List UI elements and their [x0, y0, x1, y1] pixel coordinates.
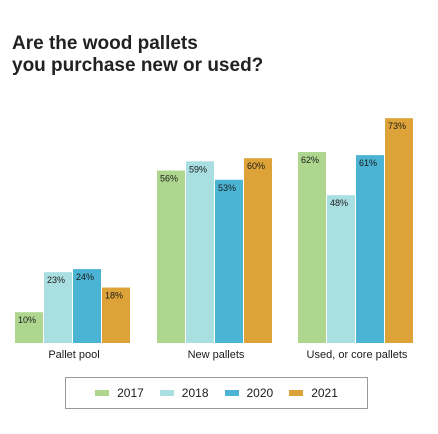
- category-label-pallet-pool: Pallet pool: [48, 349, 99, 361]
- bar-new-pallets-2017: [157, 170, 185, 343]
- legend-label-2020: 2020: [246, 386, 274, 400]
- category-label-new-pallets: New pallets: [188, 349, 245, 361]
- bar-value-label-used-or-core-pallets-2021: 73%: [388, 121, 406, 131]
- chart-legend: 2017 2018 2020 2021: [65, 377, 368, 409]
- category-label-used-or-core-pallets: Used, or core pallets: [307, 349, 408, 361]
- bar-used-or-core-pallets-2020: [356, 155, 384, 343]
- legend-swatch-2017: [95, 390, 110, 396]
- chart-title: Are the wood pallets you purchase new or…: [12, 33, 412, 77]
- chart-title-line-1: Are the wood pallets: [12, 33, 198, 54]
- bar-pallet-pool-2018: [44, 272, 72, 343]
- bar-value-label-new-pallets-2020: 53%: [218, 183, 236, 193]
- legend-swatch-2020: [224, 390, 239, 396]
- bar-value-label-used-or-core-pallets-2018: 48%: [330, 198, 348, 208]
- bar-value-label-pallet-pool-2021: 18%: [105, 291, 123, 301]
- bar-value-label-used-or-core-pallets-2020: 61%: [359, 158, 377, 168]
- legend-item-2020: 2020: [224, 386, 274, 400]
- bar-new-pallets-2020: [215, 179, 243, 343]
- bar-pallet-pool-2020: [73, 269, 101, 343]
- bar-value-label-pallet-pool-2020: 24%: [76, 272, 94, 282]
- bar-value-label-pallet-pool-2017: 10%: [18, 315, 36, 325]
- bar-value-label-pallet-pool-2018: 23%: [47, 275, 65, 285]
- legend-item-2017: 2017: [95, 386, 144, 400]
- bar-used-or-core-pallets-2021: [385, 118, 413, 343]
- bar-pallet-pool-2021: [102, 287, 130, 343]
- legend-label-2021: 2021: [311, 386, 338, 400]
- bar-value-label-new-pallets-2021: 60%: [247, 161, 265, 171]
- bar-new-pallets-2018: [186, 161, 214, 343]
- chart-title-line-2: you purchase new or used?: [12, 55, 264, 76]
- bar-value-label-used-or-core-pallets-2017: 62%: [301, 155, 319, 165]
- legend-label-2018: 2018: [181, 386, 209, 400]
- bar-value-label-new-pallets-2017: 56%: [160, 174, 178, 184]
- legend-item-2018: 2018: [159, 386, 209, 400]
- legend-swatch-2021: [289, 390, 304, 396]
- bar-pallet-pool-2017: [15, 312, 43, 343]
- bar-used-or-core-pallets-2017: [298, 152, 326, 343]
- legend-item-2021: 2021: [289, 386, 338, 400]
- bar-value-label-new-pallets-2018: 59%: [189, 164, 207, 174]
- bar-used-or-core-pallets-2018: [327, 195, 355, 343]
- legend-label-2017: 2017: [117, 386, 144, 400]
- bar-new-pallets-2021: [244, 158, 272, 343]
- legend-swatch-2018: [159, 390, 174, 396]
